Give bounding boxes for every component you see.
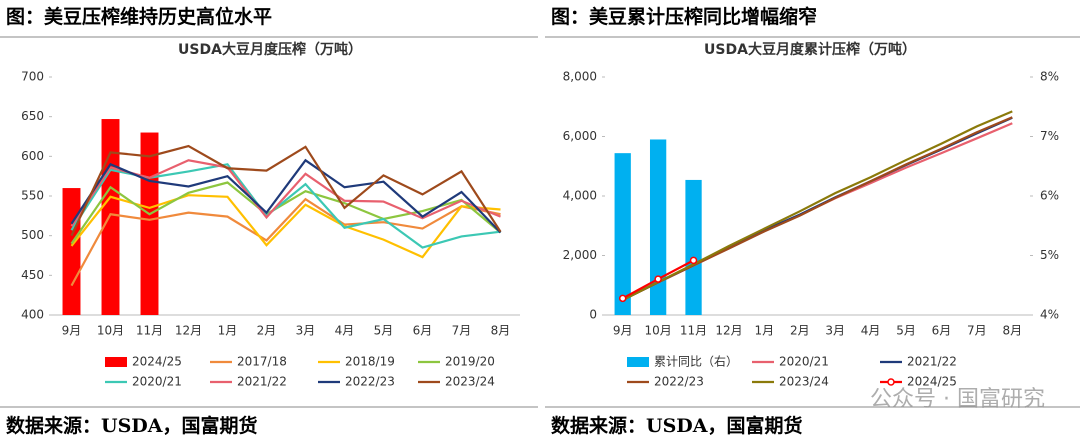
legend-label: 2022/23 [654,375,704,389]
x-tick-label: 11月 [136,324,163,338]
legend-swatch [105,357,127,367]
x-tick-label: 5月 [374,324,394,338]
y2-tick-label: 5% [1040,248,1059,262]
line [70,144,502,237]
y-tick-label: 0 [589,308,597,322]
y-tick-label: 6,000 [563,129,597,143]
y-tick-label: 500 [21,228,44,242]
line [70,194,501,259]
bar [649,139,667,315]
legend-label: 2019/20 [445,355,495,369]
legend-marker [887,378,895,386]
y-tick-label: 700 [21,70,44,84]
x-tick-label: 10月 [644,324,671,338]
x-tick-label: 7月 [452,324,472,338]
panel-heading: 图：美豆压榨维持历史高位水平 [6,5,272,28]
source: 数据来源：USDA，国富期货 [6,414,258,437]
x-tick-label: 6月 [932,324,952,338]
x-tick-label: 8月 [1002,324,1022,338]
chart-title: USDA大豆月度累计压榨（万吨） [704,41,916,58]
line [70,158,502,234]
marker [618,294,627,303]
x-tick-label: 9月 [613,324,633,338]
x-tick-label: 1月 [218,324,238,338]
line [70,159,501,227]
legend-label: 2018/19 [345,355,395,369]
y-tick-label: 8,000 [563,70,597,84]
legend-label: 2024/25 [907,375,957,389]
legend-label: 2017/18 [237,355,287,369]
line [622,122,1013,301]
bar [101,119,120,316]
y-tick-label: 550 [21,189,44,203]
line [70,197,501,287]
x-tick-label: 11月 [680,324,707,338]
x-tick-label: 9月 [62,324,82,338]
legend-swatch [627,357,649,367]
y-tick-label: 4,000 [563,189,597,203]
y-tick-label: 2,000 [563,248,597,262]
legend-label: 2023/24 [779,375,829,389]
y2-tick-label: 4% [1040,308,1059,322]
x-tick-label: 4月 [861,324,881,338]
y2-tick-label: 8% [1040,70,1059,84]
bar [685,179,702,315]
y2-tick-label: 7% [1040,129,1059,143]
bar [140,132,159,315]
y-tick-label: 400 [21,308,44,322]
bar [614,153,631,315]
x-tick-label: 7月 [967,324,987,338]
legend-label: 2022/23 [345,375,395,389]
x-tick-label: 5月 [896,324,916,338]
source: 数据来源：USDA，国富期货 [551,414,803,437]
x-tick-label: 8月 [491,324,511,338]
x-tick-label: 3月 [825,324,845,338]
legend-label: 2021/22 [237,375,287,389]
y2-tick-label: 6% [1040,189,1059,203]
line [622,110,1013,302]
x-tick-label: 10月 [97,324,124,338]
legend-label: 累计同比（右） [654,354,738,369]
x-tick-label: 12月 [175,324,202,338]
bar [62,188,81,315]
line [70,181,502,245]
legend-label: 2020/21 [132,375,182,389]
legend-label: 2021/22 [907,355,957,369]
watermark: 公众号 · 国富研究 [870,387,1045,412]
panel-heading: 图：美豆累计压榨同比增幅缩窄 [551,5,817,28]
legend-label: 2024/25 [132,355,182,369]
y-tick-label: 650 [21,109,44,123]
chart-title: USDA大豆月度压榨（万吨） [178,41,362,58]
x-tick-label: 4月 [335,324,355,338]
marker [654,275,662,283]
x-tick-label: 12月 [715,324,742,338]
line [622,116,1013,301]
legend-label: 2023/24 [445,375,495,389]
x-tick-label: 2月 [790,324,810,338]
x-tick-label: 1月 [755,324,775,338]
y-tick-label: 450 [21,268,44,282]
legend-label: 2020/21 [779,355,829,369]
x-tick-label: 6月 [413,324,433,338]
marker [689,256,698,265]
y-tick-label: 600 [21,149,44,163]
x-tick-label: 2月 [257,324,277,338]
x-tick-label: 3月 [296,324,316,338]
